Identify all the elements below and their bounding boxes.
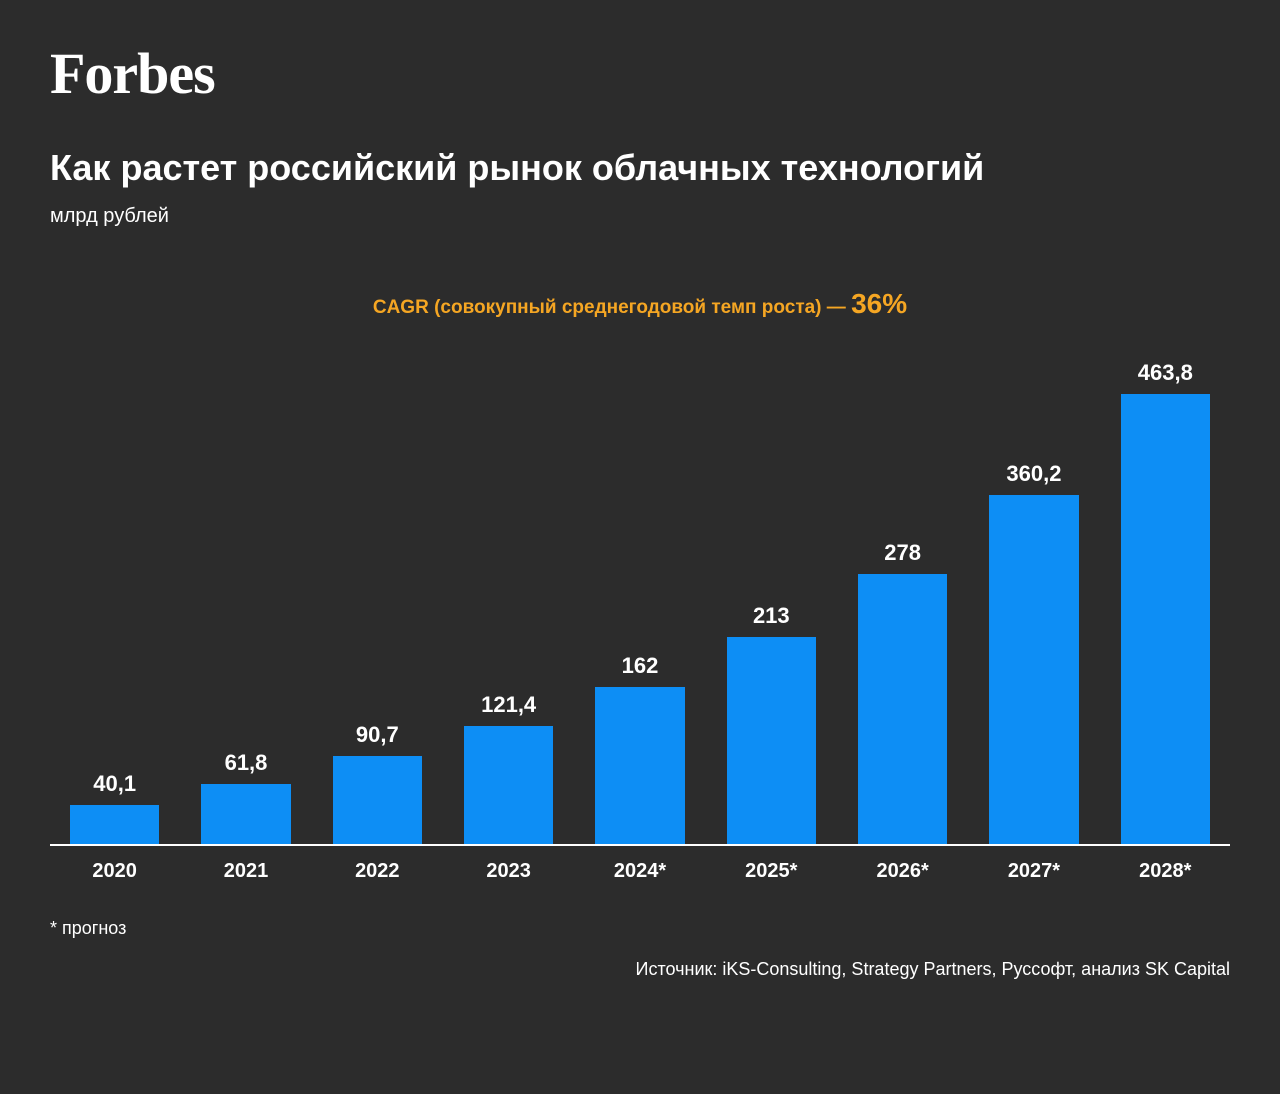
x-axis-label: 2023 xyxy=(464,860,553,883)
x-axis-label: 2021 xyxy=(201,860,290,883)
x-axis-label: 2024* xyxy=(595,860,684,883)
chart-title: Как растет российский рынок облачных тех… xyxy=(50,147,1230,189)
bar xyxy=(1121,394,1210,844)
source-attribution: Источник: iKS-Consulting, Strategy Partn… xyxy=(50,959,1230,980)
x-axis-label: 2028* xyxy=(1121,860,1210,883)
bar-wrapper: 162 xyxy=(595,360,684,844)
bar-value-label: 463,8 xyxy=(1138,360,1193,386)
x-axis-label: 2022 xyxy=(333,860,422,883)
x-axis: 2020 2021 2022 2023 2024* 2025* 2026* 2027* 2028… xyxy=(50,860,1230,883)
bar-wrapper: 40,1 xyxy=(70,360,159,844)
bar-wrapper: 463,8 xyxy=(1121,360,1210,844)
bar-value-label: 162 xyxy=(622,653,659,679)
bar xyxy=(201,784,290,844)
bar-value-label: 360,2 xyxy=(1006,461,1061,487)
bar-wrapper: 61,8 xyxy=(201,360,290,844)
chart-subtitle: млрд рублей xyxy=(50,205,1230,228)
footnote: * прогноз xyxy=(50,918,1230,939)
cagr-label: CAGR (совокупный среднегодовой темп рост… xyxy=(373,297,851,318)
bar-chart: 40,161,890,7121,4162213278360,2463,8 202… xyxy=(50,360,1230,870)
cagr-value: 36% xyxy=(851,288,907,319)
bar xyxy=(70,805,159,844)
bar-wrapper: 121,4 xyxy=(464,360,553,844)
bar xyxy=(464,726,553,844)
bar-value-label: 90,7 xyxy=(356,722,399,748)
x-axis-label: 2025* xyxy=(727,860,816,883)
bar xyxy=(595,687,684,844)
bar-value-label: 40,1 xyxy=(93,771,136,797)
bars-area: 40,1 61,8 90,7 121,4 162 213 278 360,2 463,8 xyxy=(50,360,1230,846)
bar xyxy=(989,495,1078,844)
x-axis-label: 2027* xyxy=(989,860,1078,883)
cagr-annotation: CAGR (совокупный среднегодовой темп рост… xyxy=(50,288,1230,320)
bar-value-label: 121,4 xyxy=(481,692,536,718)
bar-wrapper: 278 xyxy=(858,360,947,844)
bar-value-label: 278 xyxy=(884,540,921,566)
x-axis-label: 2020 xyxy=(70,860,159,883)
x-axis-label: 2026* xyxy=(858,860,947,883)
bar-wrapper: 90,7 xyxy=(333,360,422,844)
bar xyxy=(333,756,422,844)
forbes-logo: Forbes xyxy=(50,40,1230,107)
bar-value-label: 61,8 xyxy=(225,750,268,776)
bar-wrapper: 213 xyxy=(727,360,816,844)
bar xyxy=(727,637,816,844)
bar-wrapper: 360,2 xyxy=(989,360,1078,844)
bar xyxy=(858,574,947,844)
bar-value-label: 213 xyxy=(753,603,790,629)
